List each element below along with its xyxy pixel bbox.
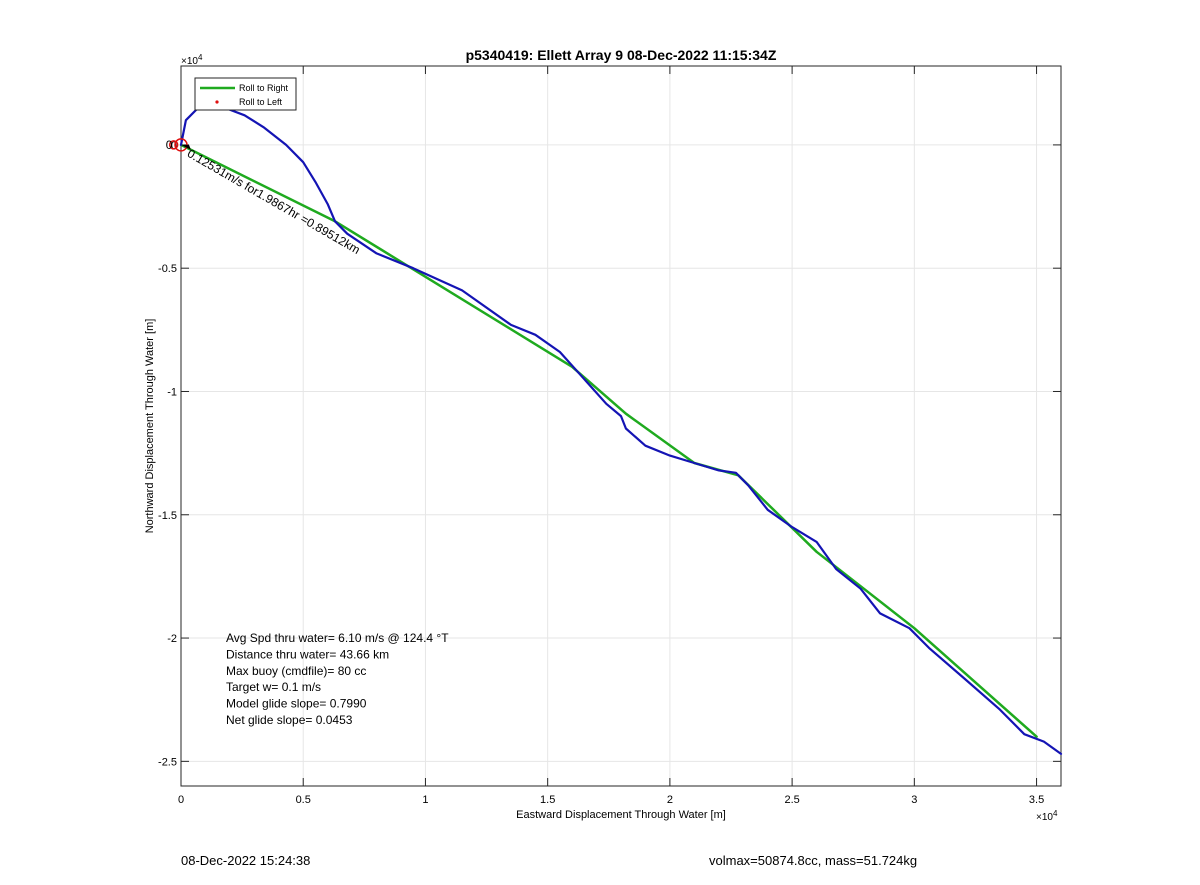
footer-volmax-mass: volmax=50874.8cc, mass=51.724kg: [709, 853, 918, 868]
x-tick-label: 3.5: [1029, 794, 1044, 806]
x-tick-label: 2.5: [784, 794, 799, 806]
y-tick-label: -0.5: [158, 263, 177, 275]
y-axis-exponent: ×104: [181, 53, 203, 67]
plot-frame: [180, 65, 1062, 787]
x-tick-label: 0.5: [296, 794, 311, 806]
x-tick-label: 1.5: [540, 794, 555, 806]
info-line: Net glide slope= 0.0453: [226, 713, 353, 727]
x-exponent-base: ×10: [1036, 812, 1053, 823]
legend: Roll to Right Roll to Left: [194, 77, 297, 111]
legend-dot-swatch: [215, 100, 219, 104]
x-axis-label: Eastward Displacement Through Water [m]: [516, 809, 726, 821]
x-exponent-power: 4: [1053, 809, 1058, 818]
x-tick-label: 1: [422, 794, 428, 806]
x-tick-label: 2: [667, 794, 673, 806]
tick-labels: 0 0.5 1 1.5 2 2.5 3 3.5 0 -0.5 -1 -1.5 -2 -2.5: [158, 66, 1061, 806]
y-exponent-base: ×10: [181, 56, 198, 67]
info-line: Max buoy (cmdfile)= 80 cc: [226, 664, 366, 678]
y-tick-label: 0: [171, 140, 177, 152]
red-circle-marker: [168, 140, 179, 150]
x-tick-label: 3: [911, 794, 917, 806]
legend-box: [194, 77, 297, 111]
footer-timestamp: 08-Dec-2022 15:24:38: [181, 853, 311, 868]
y-axis-label: Northward Displacement Through Water [m]: [144, 319, 156, 534]
series-layer: [179, 104, 1063, 756]
y-tick-label: -1.5: [158, 510, 177, 522]
series-line-track: [179, 104, 1063, 756]
legend-label: Roll to Left: [239, 97, 283, 107]
x-axis-exponent: ×104: [1036, 809, 1058, 823]
origin-label: 0: [166, 138, 173, 152]
info-line: Distance thru water= 43.66 km: [226, 647, 389, 661]
info-line: Avg Spd thru water= 6.10 m/s @ 124.4 °T: [226, 631, 449, 645]
chart-title: p5340419: Ellett Array 9 08-Dec-2022 11:…: [466, 47, 777, 63]
annotation-layer: 0.12531m/s for1.9867hr =0.89512km 0: [166, 138, 363, 257]
x-tick-label: 0: [178, 794, 184, 806]
y-tick-label: -2.5: [158, 756, 177, 768]
info-line: Model glide slope= 0.7990: [226, 697, 367, 711]
info-line: Target w= 0.1 m/s: [226, 680, 321, 694]
y-exponent-power: 4: [198, 53, 203, 62]
current-arrow-icon: [181, 144, 191, 150]
y-tick-label: -2: [167, 633, 177, 645]
legend-label: Roll to Right: [239, 83, 289, 93]
current-annotation: 0.12531m/s for1.9867hr =0.89512km: [185, 146, 363, 257]
y-tick-label: -1: [167, 386, 177, 398]
info-text-block: Avg Spd thru water= 6.10 m/s @ 124.4 °T D…: [226, 631, 449, 727]
grid: [180, 66, 1061, 786]
